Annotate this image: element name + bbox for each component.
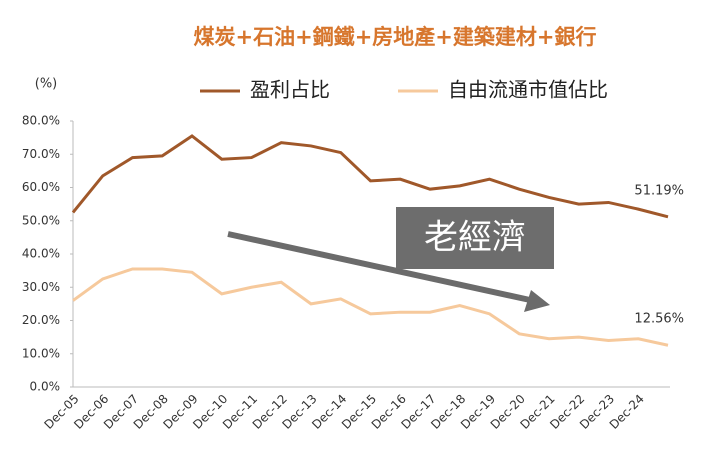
y-tick-label: 50.0% [22, 213, 60, 227]
y-tick-label: 40.0% [22, 247, 60, 261]
trend-arrow [227, 231, 531, 303]
annotation: 老經濟 [424, 218, 526, 258]
arrow-head [524, 290, 550, 312]
series-line [72, 267, 669, 347]
series-line [71, 134, 669, 219]
y-tick-label: 80.0% [22, 114, 60, 128]
y-tick-label: 20.0% [22, 313, 60, 327]
y-axis-label: (%) [35, 77, 58, 92]
y-tick-label: 30.0% [22, 280, 60, 294]
data-label: 51.19% [634, 183, 684, 198]
y-tick-label: 70.0% [22, 147, 60, 161]
legend-label: 自由流通市值佔比 [448, 78, 608, 102]
y-tick-label: 10.0% [22, 346, 60, 360]
y-tick-label: 60.0% [22, 180, 60, 194]
legend-label: 盈利占比 [250, 78, 330, 102]
chart-title: 煤炭+石油+鋼鐵+房地產+建築建材+銀行 [194, 25, 597, 49]
annotation-box [396, 207, 554, 269]
data-label: 12.56% [634, 312, 684, 327]
y-tick-label: 0.0% [30, 380, 61, 394]
